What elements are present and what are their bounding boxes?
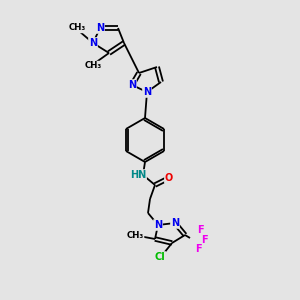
Text: N: N: [143, 87, 151, 97]
Text: F: F: [201, 235, 207, 245]
Text: CH₃: CH₃: [68, 23, 86, 32]
Text: CH₃: CH₃: [126, 230, 144, 239]
Text: F: F: [197, 225, 203, 235]
Text: N: N: [89, 38, 97, 48]
Text: O: O: [165, 173, 173, 183]
Text: HN: HN: [130, 170, 146, 180]
Text: F: F: [195, 244, 201, 254]
Text: N: N: [128, 80, 136, 90]
Text: CH₃: CH₃: [84, 61, 102, 70]
Text: N: N: [154, 220, 162, 230]
Text: Cl: Cl: [154, 252, 165, 262]
Text: N: N: [96, 23, 104, 33]
Text: N: N: [171, 218, 179, 228]
